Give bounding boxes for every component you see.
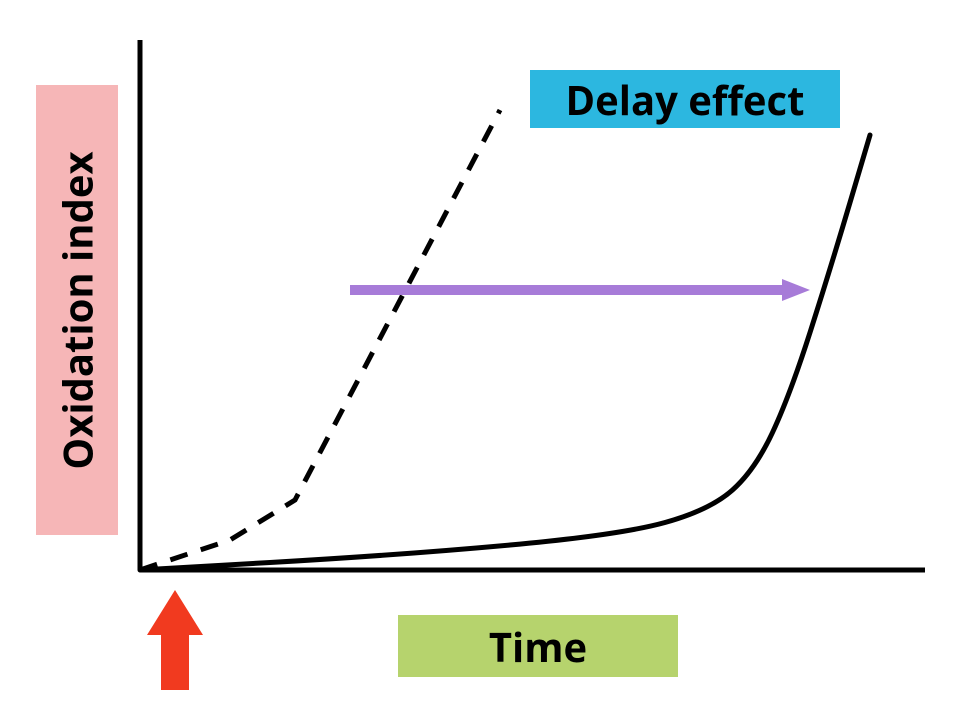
- delay-arrow-head: [782, 279, 810, 301]
- origin-arrow-icon: [147, 590, 203, 690]
- x-axis-label-box: Time: [398, 615, 678, 677]
- y-axis-label: Oxidation index: [50, 151, 105, 469]
- delay-effect-label-box: Delay effect: [530, 70, 840, 128]
- chart-stage: { "chart": { "type": "line", "width": 95…: [0, 0, 958, 724]
- x-axis-label: Time: [489, 619, 587, 674]
- y-axis-label-box: Oxidation index: [36, 85, 118, 535]
- delay-arrow: [350, 279, 810, 301]
- curve-with-antioxidant: [140, 135, 870, 570]
- delay-effect-label: Delay effect: [566, 72, 805, 127]
- curve-no-antioxidant: [140, 110, 500, 570]
